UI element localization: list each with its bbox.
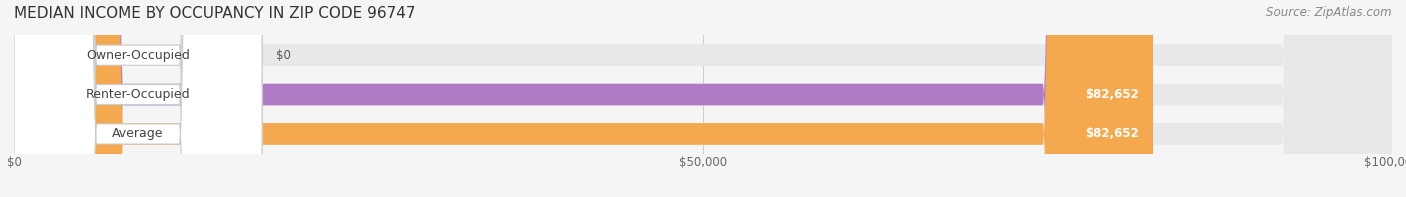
Text: $0: $0 [276, 49, 291, 62]
FancyBboxPatch shape [14, 0, 1392, 197]
Text: Owner-Occupied: Owner-Occupied [86, 49, 190, 62]
FancyBboxPatch shape [14, 0, 262, 197]
FancyBboxPatch shape [14, 0, 262, 197]
FancyBboxPatch shape [14, 0, 1392, 197]
Text: Renter-Occupied: Renter-Occupied [86, 88, 190, 101]
Text: MEDIAN INCOME BY OCCUPANCY IN ZIP CODE 96747: MEDIAN INCOME BY OCCUPANCY IN ZIP CODE 9… [14, 6, 416, 21]
Text: Average: Average [112, 127, 165, 140]
Text: $82,652: $82,652 [1085, 88, 1139, 101]
Text: Source: ZipAtlas.com: Source: ZipAtlas.com [1267, 6, 1392, 19]
FancyBboxPatch shape [14, 0, 1392, 197]
FancyBboxPatch shape [14, 0, 1153, 197]
Text: $82,652: $82,652 [1085, 127, 1139, 140]
FancyBboxPatch shape [14, 0, 262, 197]
FancyBboxPatch shape [14, 0, 1153, 197]
